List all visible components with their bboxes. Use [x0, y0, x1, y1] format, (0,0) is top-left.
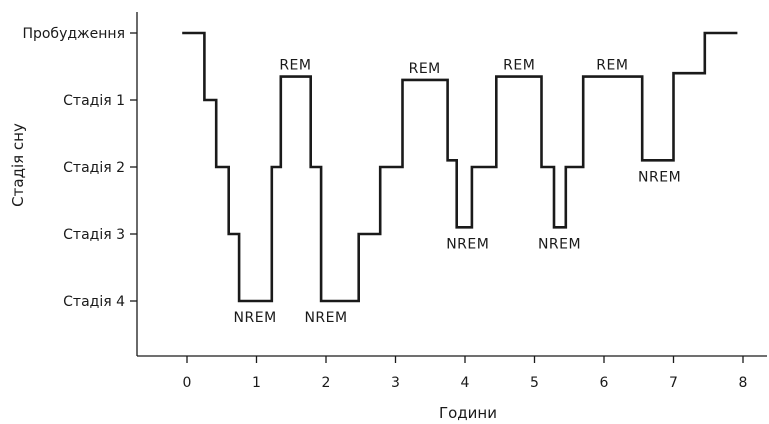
nrem-label: NREM	[234, 310, 277, 326]
x-tick-label: 0	[183, 375, 192, 391]
x-tick-label: 2	[322, 375, 331, 391]
y-tick-label: Стадія 2	[63, 160, 125, 176]
y-tick-label: Пробудження	[22, 26, 125, 42]
y-tick-label: Стадія 1	[63, 93, 125, 109]
y-tick-label: Стадія 3	[63, 227, 125, 243]
x-tick-label: 8	[739, 375, 748, 391]
x-axis-title: Години	[439, 404, 497, 422]
y-axis-title: Стадія сну	[9, 123, 27, 207]
hypnogram-line	[182, 31, 738, 303]
nrem-label: NREM	[446, 236, 489, 252]
rem-label: REM	[503, 58, 535, 74]
x-tick-label: 1	[252, 375, 261, 391]
annotations: REM NREM NREM REM NREM REM NREM REM NREM	[234, 58, 681, 326]
ticks: Пробудження Стадія 1 Стадія 2 Стадія 3 Стаді…	[22, 26, 747, 391]
rem-label: REM	[409, 61, 441, 77]
y-tick-label: Стадія 4	[63, 294, 125, 310]
x-tick-label: 3	[391, 375, 400, 391]
axes	[136, 12, 767, 357]
rem-label: REM	[279, 58, 311, 74]
x-tick-label: 6	[600, 375, 609, 391]
series	[182, 31, 738, 303]
nrem-label: NREM	[538, 236, 581, 252]
x-tick-label: 7	[669, 375, 678, 391]
nrem-label: NREM	[638, 169, 681, 185]
rem-label: REM	[596, 58, 628, 74]
x-tick-label: 5	[530, 375, 539, 391]
x-tick-label: 4	[461, 375, 470, 391]
nrem-label: NREM	[304, 310, 347, 326]
